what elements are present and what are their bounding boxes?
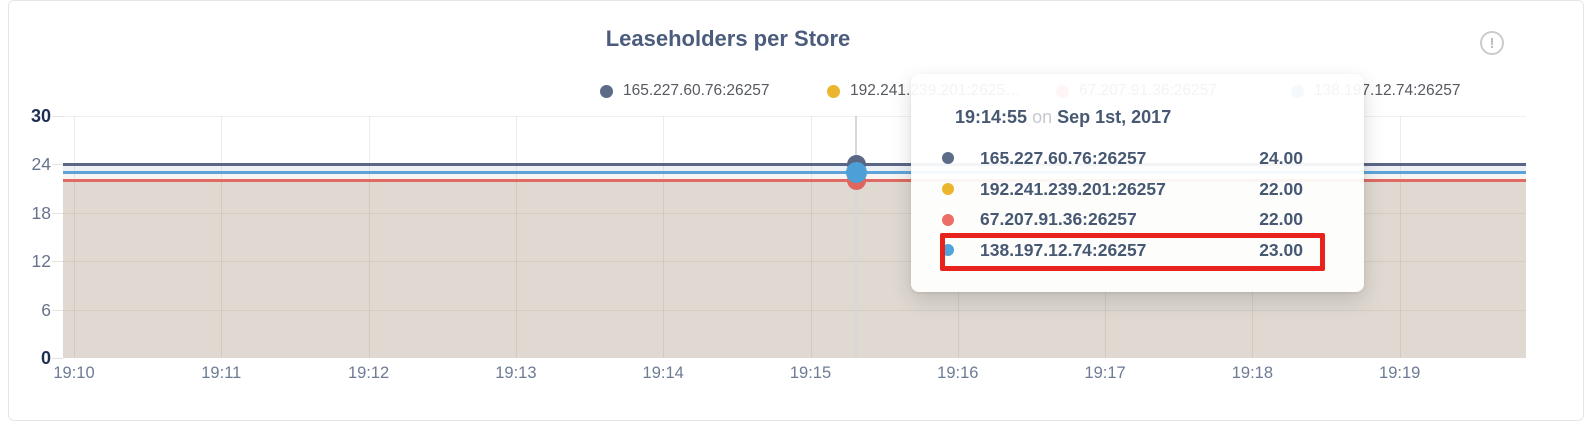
tooltip-row-value: 22.00	[1259, 209, 1303, 230]
gridline-vertical	[74, 116, 75, 358]
tooltip-row-label: 165.227.60.76:26257	[980, 147, 1147, 168]
gridline-vertical	[663, 116, 665, 358]
series-fill-band	[63, 172, 1526, 181]
legend-dot-icon	[600, 84, 613, 98]
tooltip-row-label: 67.207.91.36:26257	[980, 209, 1137, 230]
tooltip-row-label: 192.241.239.201:26257	[980, 178, 1166, 199]
series-line-3	[63, 170, 1526, 174]
tooltip-row-value: 24.00	[1259, 147, 1303, 168]
legend-item[interactable]: 165.227.60.76:26257	[600, 82, 770, 100]
tooltip-timestamp: 19:14:55 on Sep 1st, 2017	[955, 107, 1171, 128]
x-axis-label: 19:11	[201, 364, 242, 382]
circled-exclamation-icon[interactable]: !	[1480, 31, 1504, 55]
y-axis-tick	[52, 164, 63, 166]
x-axis-label: 19:16	[937, 364, 979, 382]
x-axis-label: 19:15	[789, 364, 832, 382]
tooltip-time: 19:14:55	[955, 107, 1028, 127]
legend-dot-icon	[827, 84, 840, 98]
tooltip-row-dot-icon	[942, 213, 954, 226]
highlight-annotation	[940, 233, 1325, 272]
y-axis-label: 0	[40, 348, 51, 368]
hover-point	[845, 161, 867, 183]
tooltip-row: 67.207.91.36:26257 22.00	[911, 204, 1303, 235]
gridline-vertical	[221, 116, 223, 358]
y-axis-label: 6	[41, 299, 51, 320]
gridline-vertical	[810, 116, 812, 358]
y-axis-label: 18	[31, 202, 51, 223]
tooltip-connector: on	[1032, 107, 1053, 127]
tooltip-row-value: 22.00	[1259, 178, 1303, 199]
tooltip-rows: 165.227.60.76:26257 24.00 192.241.239.201:…	[911, 143, 1303, 266]
tooltip-row-dot-icon	[942, 152, 954, 165]
y-axis-tick	[52, 261, 63, 263]
gridline-horizontal	[63, 261, 1526, 263]
chart-card: Leaseholders per Store ! 165.227.60.76:2…	[8, 0, 1584, 421]
gridline-horizontal	[63, 212, 1526, 214]
series-line-2	[63, 179, 1526, 183]
gridline-vertical	[515, 116, 517, 358]
y-axis-tick	[52, 116, 63, 117]
exclamation-glyph: !	[1489, 34, 1495, 52]
page-title: Leaseholders per Store	[605, 26, 851, 51]
tooltip-row-dot-icon	[942, 244, 954, 257]
tooltip-row: 165.227.60.76:26257 24.00	[911, 143, 1303, 174]
hover-tooltip: 19:14:55 on Sep 1st, 2017 165.227.60.76:…	[911, 74, 1364, 292]
tooltip-date: Sep 1st, 2017	[1057, 107, 1172, 127]
x-axis-label: 19:10	[53, 364, 95, 382]
tooltip-row-value: 23.00	[1259, 239, 1303, 260]
gridline-horizontal	[63, 116, 1526, 117]
tooltip-row: 192.241.239.201:26257 22.00	[911, 174, 1303, 205]
x-axis-label: 19:14	[642, 364, 684, 382]
y-axis-tick	[52, 309, 63, 311]
x-axis-label: 19:12	[347, 364, 390, 382]
tooltip-row-dot-icon	[942, 183, 954, 196]
x-axis-label: 19:17	[1084, 364, 1126, 382]
tooltip-row: 138.197.12.74:26257 23.00	[911, 235, 1303, 266]
series-fill-band	[63, 164, 1526, 173]
gridline-vertical	[368, 116, 370, 358]
hover-guideline	[855, 116, 857, 358]
gridline-horizontal	[63, 309, 1526, 311]
gridline-vertical	[1399, 116, 1401, 358]
y-axis-label: 12	[31, 251, 51, 272]
legend-item-label: 165.227.60.76:26257	[623, 82, 770, 99]
y-axis-tick	[52, 358, 63, 359]
x-axis-label: 19:19	[1379, 364, 1421, 382]
y-axis-label: 30	[30, 106, 51, 126]
x-axis-label: 19:13	[495, 364, 537, 382]
x-axis-label: 19:18	[1231, 364, 1274, 382]
y-axis-tick	[52, 212, 63, 214]
series-line-0	[63, 162, 1526, 166]
tooltip-row-label: 138.197.12.74:26257	[980, 239, 1147, 260]
y-axis-label: 24	[31, 154, 51, 175]
